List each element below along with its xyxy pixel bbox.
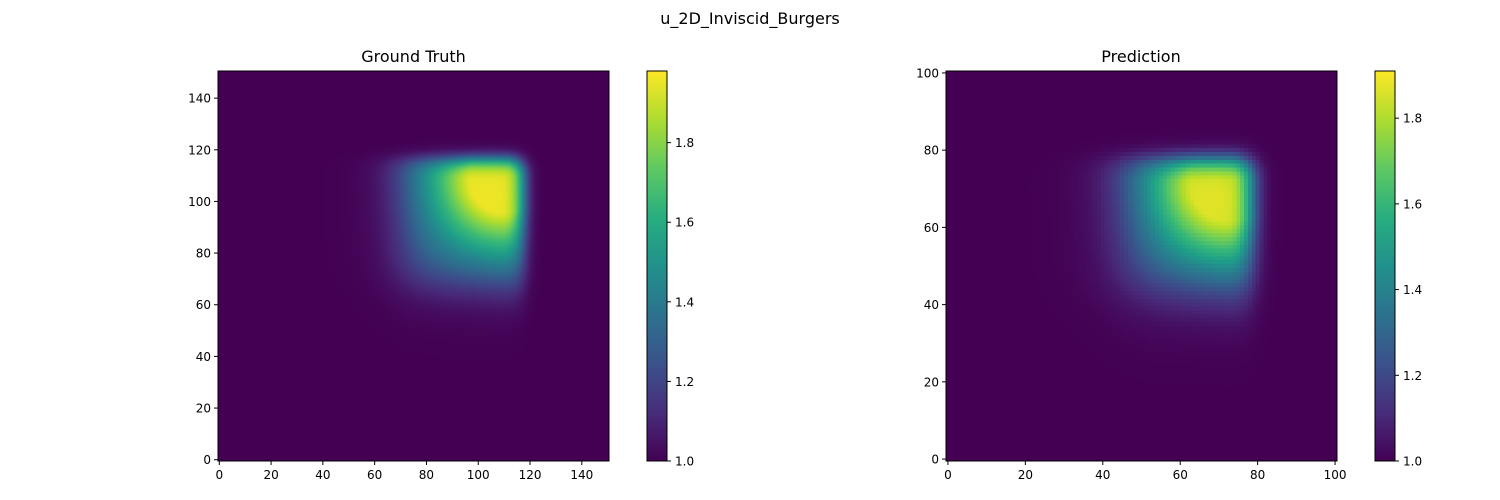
y-axis-prediction: 0 20 40 60 80 100	[916, 66, 946, 467]
colorbar-tick-label: 1.0	[675, 455, 694, 469]
x-tick-label: 60	[367, 468, 382, 482]
y-tick-label: 0	[203, 453, 211, 467]
x-tick-label: 120	[519, 468, 542, 482]
y-tick-label: 100	[188, 195, 211, 209]
panel-title-ground-truth: Ground Truth	[361, 47, 466, 66]
colorbar-tick-label: 1.2	[675, 375, 694, 389]
y-tick-label: 60	[196, 298, 211, 312]
panel-title-prediction: Prediction	[1101, 47, 1180, 66]
heatmap-ground-truth	[218, 71, 609, 461]
panel-ground-truth: Ground Truth 0 20 40 60 80 100 120 140 0 20 40 60 8…	[188, 47, 694, 482]
x-tick-label: 20	[1018, 468, 1033, 482]
y-tick-label: 60	[924, 221, 939, 235]
colorbar-prediction	[1374, 70, 1396, 462]
colorbar-tick-label: 1.8	[675, 136, 694, 150]
figure-title: u_2D_Inviscid_Burgers	[660, 9, 839, 29]
colorbar-ticks-ground-truth: 1.0 1.2 1.4 1.6 1.8	[667, 136, 694, 469]
y-tick-label: 40	[196, 350, 211, 364]
colorbar-tick-label: 1.2	[1403, 369, 1422, 383]
x-tick-label: 80	[1250, 468, 1265, 482]
y-tick-label: 120	[188, 143, 211, 157]
y-tick-label: 20	[196, 402, 211, 416]
y-tick-label: 80	[196, 247, 211, 261]
x-tick-label: 0	[944, 468, 952, 482]
axes-frame-ground-truth	[217, 70, 610, 462]
x-tick-label: 100	[1324, 468, 1347, 482]
x-axis-ground-truth: 0 20 40 60 80 100 120 140	[215, 461, 593, 482]
y-tick-label: 100	[916, 66, 939, 80]
colorbar-ground-truth	[646, 70, 668, 462]
y-axis-ground-truth: 0 20 40 60 80 100 120 140	[188, 92, 218, 467]
x-tick-label: 40	[1095, 468, 1110, 482]
y-tick-label: 80	[924, 144, 939, 158]
colorbar-tick-label: 1.6	[1403, 197, 1422, 211]
colorbar-tick-label: 1.0	[1403, 455, 1422, 469]
colorbar-tick-label: 1.4	[675, 295, 694, 309]
panel-prediction: Prediction 0 20 40 60 80 100 0 20 40 60 80 100 1.0…	[916, 47, 1422, 482]
y-tick-label: 140	[188, 92, 211, 106]
colorbar-tick-label: 1.4	[1403, 283, 1422, 297]
y-tick-label: 0	[931, 453, 939, 467]
x-tick-label: 0	[215, 468, 223, 482]
x-tick-label: 40	[315, 468, 330, 482]
y-tick-label: 20	[924, 375, 939, 389]
x-axis-prediction: 0 20 40 60 80 100	[944, 461, 1347, 482]
heatmap-prediction	[946, 71, 1337, 461]
x-tick-label: 80	[419, 468, 434, 482]
axes-frame-prediction	[945, 70, 1338, 462]
colorbar-tick-label: 1.8	[1403, 112, 1422, 126]
colorbar-tick-label: 1.6	[675, 216, 694, 230]
x-tick-label: 60	[1173, 468, 1188, 482]
y-tick-label: 40	[924, 298, 939, 312]
colorbar-ticks-prediction: 1.0 1.2 1.4 1.6 1.8	[1395, 112, 1422, 469]
x-tick-label: 20	[263, 468, 278, 482]
x-tick-label: 100	[467, 468, 490, 482]
x-tick-label: 140	[570, 468, 593, 482]
